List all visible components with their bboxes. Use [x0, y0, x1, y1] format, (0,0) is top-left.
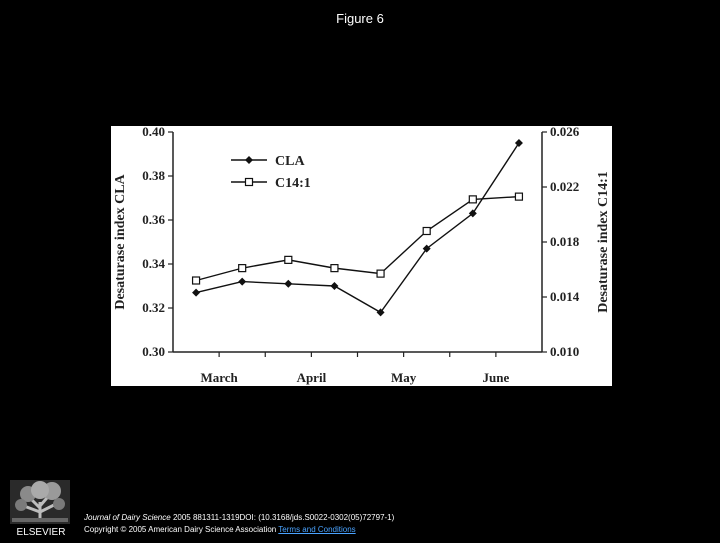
series-line-c141 — [195, 195, 519, 282]
copyright-text: Copyright © 2005 American Dairy Science … — [84, 525, 277, 534]
left-axis-title: Desaturase index CLA — [113, 173, 128, 309]
data-point-cla — [192, 288, 201, 297]
data-point-cla — [422, 244, 431, 253]
data-point-c14 — [468, 195, 477, 204]
right-tick-label: 0.022 — [550, 179, 579, 194]
data-point-c14 — [191, 276, 201, 285]
left-tick-label: 0.40 — [142, 126, 165, 139]
right-tick-label: 0.018 — [550, 234, 580, 249]
data-point-c14 — [422, 226, 431, 236]
left-tick-label: 0.30 — [142, 344, 165, 359]
right-axis-title: Desaturase index C14:1 — [596, 171, 611, 313]
data-point-c14 — [376, 269, 385, 278]
elsevier-logo: ELSEVIER — [6, 478, 76, 538]
right-tick-label: 0.014 — [550, 289, 580, 304]
citation: Journal of Dairy Science 2005 881311-131… — [84, 512, 394, 536]
x-category-label: June — [483, 370, 510, 385]
chart-panel: 0.30 0.32 0.34 0.36 0.38 0.40 0.010 0.014 0.018 0… — [111, 126, 612, 386]
citation-line-1: Journal of Dairy Science 2005 881311-131… — [84, 512, 394, 524]
right-tick-label: 0.026 — [550, 126, 580, 139]
citation-details: 2005 881311-1319DOI: (10.3168/jds.S0022-… — [170, 513, 395, 522]
data-point-cla — [468, 209, 477, 218]
legend-label: CLA — [275, 154, 305, 169]
data-point-cla — [376, 308, 385, 317]
left-tick-label: 0.36 — [142, 212, 165, 227]
left-tick-label: 0.38 — [142, 168, 165, 183]
right-tick-label: 0.010 — [550, 344, 579, 359]
data-point-cla — [284, 279, 293, 288]
series-line-cla — [195, 142, 520, 314]
x-category-label: May — [391, 370, 417, 385]
legend-marker-c14 — [244, 177, 254, 187]
data-point-c14 — [284, 255, 293, 264]
elsevier-tree-icon: ELSEVIER — [10, 480, 70, 538]
data-point-cla — [330, 282, 339, 290]
figure-title: Figure 6 — [336, 11, 384, 26]
citation-line-2: Copyright © 2005 American Dairy Science … — [84, 524, 394, 536]
elsevier-wordmark: ELSEVIER — [17, 527, 66, 538]
data-point-c14 — [238, 264, 247, 273]
x-category-label: March — [200, 370, 238, 385]
left-tick-label: 0.34 — [142, 256, 165, 271]
left-tick-label: 0.32 — [142, 300, 165, 315]
legend-marker-cla — [245, 156, 253, 164]
line-chart: 0.30 0.32 0.34 0.36 0.38 0.40 0.010 0.014 0.018 0… — [113, 126, 611, 385]
data-point-cla — [238, 277, 247, 286]
data-point-cla — [514, 139, 523, 147]
terms-link[interactable]: Terms and Conditions — [278, 525, 356, 534]
data-point-c14 — [330, 264, 339, 273]
data-point-c14 — [514, 192, 524, 201]
legend-label: C14:1 — [275, 176, 311, 191]
x-category-label: April — [297, 370, 327, 385]
journal-name: Journal of Dairy Science — [84, 513, 171, 522]
